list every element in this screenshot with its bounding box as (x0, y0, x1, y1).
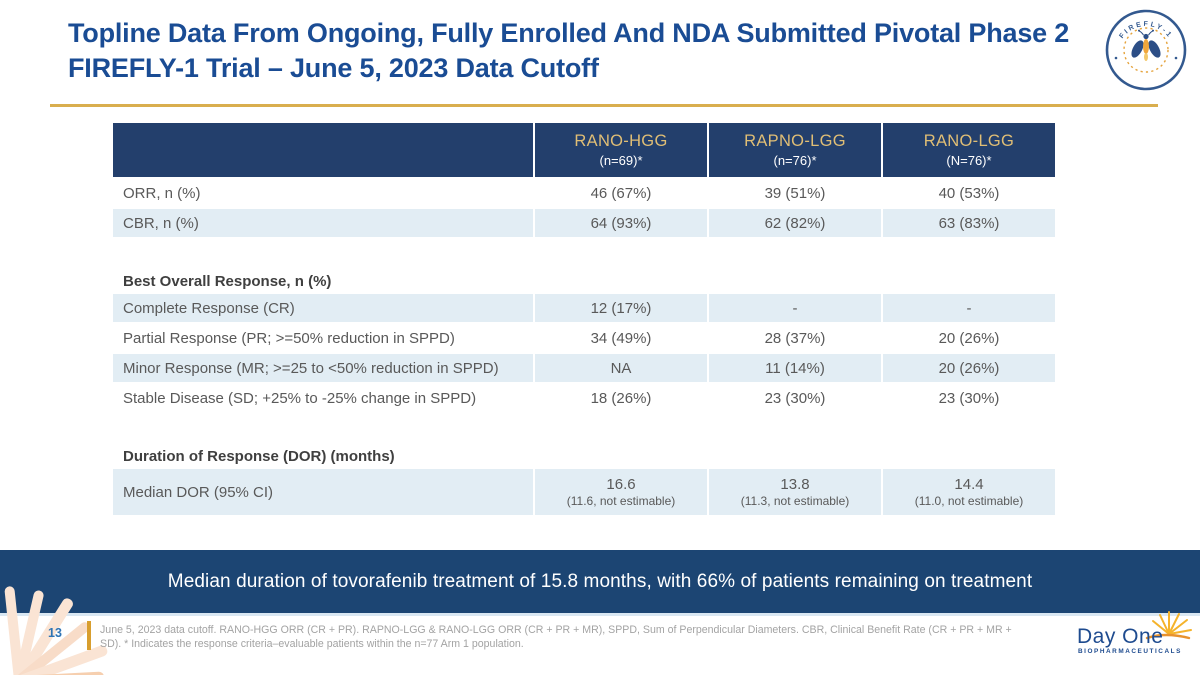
column-subtext: (n=69)* (599, 153, 643, 168)
median-value: 13.8 (780, 476, 810, 493)
cell-value: 62 (82%) (709, 209, 881, 237)
dayone-sunburst-icon (1145, 611, 1192, 640)
footer-accent-bar (87, 621, 91, 650)
cell-value: NA (535, 354, 707, 382)
row-label: Complete Response (CR) (113, 294, 533, 322)
cell-value: 39 (51%) (764, 184, 826, 202)
slide-title-line2: FIREFLY-1 Trial – June 5, 2023 Data Cuto… (68, 53, 599, 83)
section-header-duration-of-response: Duration of Response (DOR) (months) (123, 447, 395, 465)
table-header-row: RANO-HGG (n=69)* RAPNO-LGG (n=76)* RANO-… (113, 123, 1055, 177)
row-label: CBR, n (%) (113, 209, 533, 237)
results-table: RANO-HGG (n=69)* RAPNO-LGG (n=76)* RANO-… (113, 123, 1055, 517)
cell-value: 63 (83%) (883, 209, 1055, 237)
confidence-interval: (11.0, not estimable) (914, 494, 1024, 508)
cell-value: 20 (26%) (883, 354, 1055, 382)
table-row-cbr: CBR, n (%) 64 (93%) 62 (82%) 63 (83%) (113, 209, 1055, 237)
confidence-interval: (11.6, not estimable) (566, 494, 676, 508)
column-header-rapno-lgg: RAPNO-LGG (n=76)* (709, 123, 881, 177)
takeaway-banner: Median duration of tovorafenib treatment… (0, 550, 1200, 616)
row-label: Minor Response (MR; >=25 to <50% reducti… (113, 354, 533, 382)
column-header-rano-lgg: RANO-LGG (N=76)* (883, 123, 1055, 177)
footnote-text: June 5, 2023 data cutoff. RANO-HGG ORR (… (100, 624, 1012, 650)
column-name: RAPNO-LGG (744, 132, 846, 150)
table-row-stable-disease: Stable Disease (SD; +25% to -25% change … (113, 384, 1055, 412)
dayone-sublabel: BIOPHARMACEUTICALS (1078, 648, 1182, 655)
confidence-interval: (11.3, not estimable) (740, 494, 850, 508)
cell-value: 23 (30%) (764, 389, 826, 407)
sunburst-decoration (4, 586, 108, 675)
slide-title-line1: Topline Data From Ongoing, Fully Enrolle… (68, 18, 1070, 48)
column-header-rano-hgg: RANO-HGG (n=69)* (535, 123, 707, 177)
column-subtext: (n=76)* (773, 153, 817, 168)
row-label: Stable Disease (SD; +25% to -25% change … (123, 389, 477, 407)
cell-value: 18 (26%) (590, 389, 652, 407)
cell-value: - (883, 294, 1055, 322)
cell-value: 20 (26%) (938, 329, 1000, 347)
cell-value: 64 (93%) (535, 209, 707, 237)
dayone-wordmark: Day One (1077, 625, 1164, 648)
cell-value: - (709, 294, 881, 322)
table-corner-cell (113, 123, 533, 177)
cell-value: 13.8 (11.3, not estimable) (709, 469, 881, 515)
cell-value: 28 (37%) (764, 329, 826, 347)
cell-value: 23 (30%) (938, 389, 1000, 407)
column-subtext: (N=76)* (946, 153, 992, 168)
table-row-complete-response: Complete Response (CR) 12 (17%) - - (113, 294, 1055, 322)
row-label: Median DOR (95% CI) (113, 469, 533, 515)
firefly1-badge-icon: FIREFLY-1 (1105, 9, 1187, 91)
cell-value: 16.6 (11.6, not estimable) (535, 469, 707, 515)
slide-title: Topline Data From Ongoing, Fully Enrolle… (68, 16, 1098, 86)
column-name: RANO-HGG (574, 132, 668, 150)
takeaway-banner-text: Median duration of tovorafenib treatment… (167, 570, 1033, 592)
median-value: 14.4 (954, 476, 984, 493)
firefly1-trial-logo: FIREFLY-1 (1104, 8, 1188, 92)
cell-value: 11 (14%) (709, 354, 881, 382)
row-label: ORR, n (%) (123, 184, 201, 202)
row-label: Partial Response (PR; >=50% reduction in… (123, 329, 455, 347)
dayone-logo: Day One BIOPHARMACEUTICALS (1075, 610, 1193, 662)
cell-value: 34 (49%) (590, 329, 652, 347)
table-row-median-dor: Median DOR (95% CI) 16.6 (11.6, not esti… (113, 469, 1055, 515)
table-row-partial-response: Partial Response (PR; >=50% reduction in… (113, 324, 1055, 352)
cell-value: 12 (17%) (535, 294, 707, 322)
column-name: RANO-LGG (923, 132, 1015, 150)
title-divider-line (50, 104, 1158, 107)
section-header-best-overall-response: Best Overall Response, n (%) (123, 272, 332, 290)
cell-value: 46 (67%) (590, 184, 652, 202)
cell-value: 40 (53%) (938, 184, 1000, 202)
page-number: 13 (48, 626, 62, 640)
table-row-orr: ORR, n (%) 46 (67%) 39 (51%) 40 (53%) (113, 179, 1055, 207)
median-value: 16.6 (606, 476, 636, 493)
table-row-minor-response: Minor Response (MR; >=25 to <50% reducti… (113, 354, 1055, 382)
cell-value: 14.4 (11.0, not estimable) (883, 469, 1055, 515)
